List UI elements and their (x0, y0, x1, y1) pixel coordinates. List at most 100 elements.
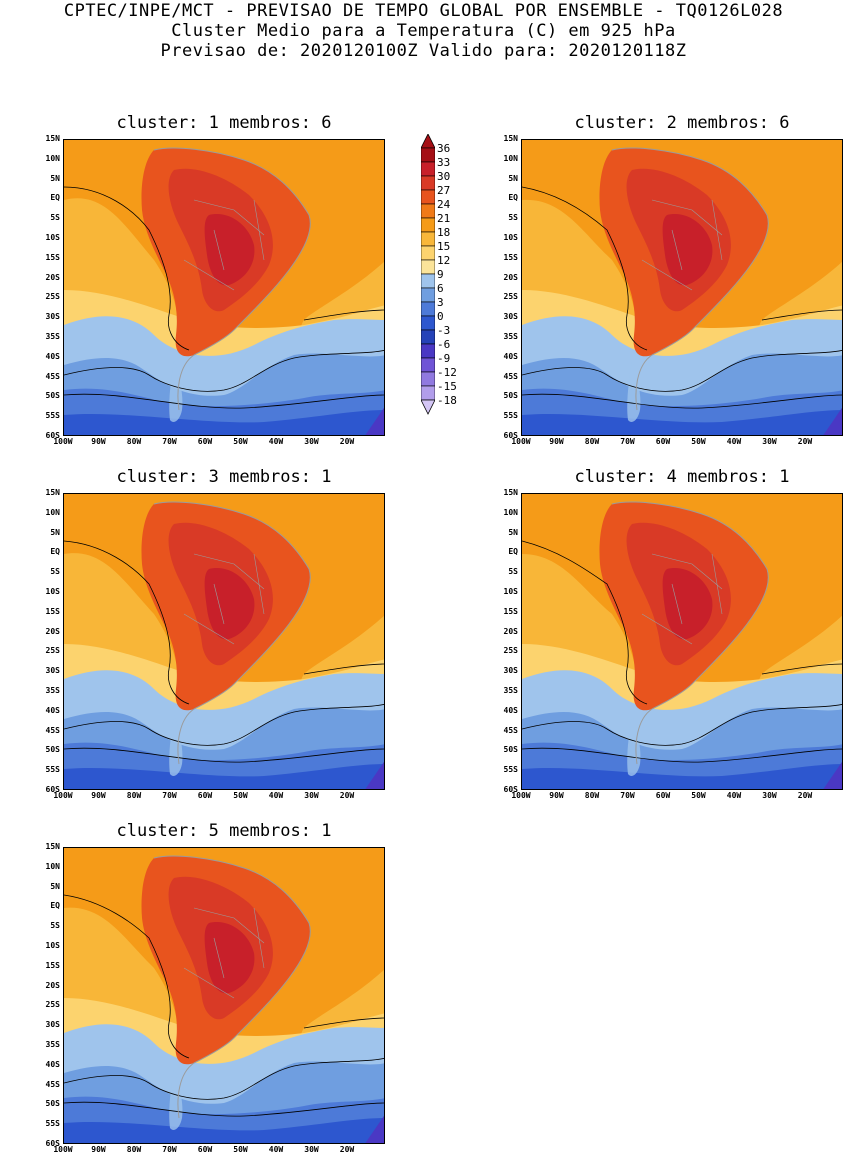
lon-tick-label: 30W (304, 791, 319, 800)
lat-tick-label: 25S (45, 292, 60, 302)
colorbar-tick-label: -6 (437, 338, 451, 351)
colorbar-tick-label: 0 (437, 310, 444, 323)
lat-tick-label: 35S (503, 686, 518, 695)
lat-tick-label: 60S (503, 785, 518, 794)
lon-tick-label: 100W (53, 791, 73, 800)
lon-tick-label: 20W (339, 1145, 355, 1154)
lon-tick-label: 40W (268, 437, 284, 446)
lat-tick-label: 15S (503, 252, 518, 262)
lat-tick-label: 15S (503, 606, 518, 616)
lon-tick-label: 90W (91, 437, 106, 446)
lat-tick-label: 15N (45, 134, 60, 143)
lat-tick-label: 20S (503, 626, 518, 636)
lat-tick-label: 45S (503, 725, 518, 735)
lat-tick-label: 10S (45, 587, 60, 596)
lat-tick-label: 50S (503, 745, 518, 755)
lat-tick-label: 5N (508, 527, 518, 537)
lat-tick-label: 40S (503, 705, 518, 715)
lon-tick-label: 80W (126, 437, 142, 446)
lon-tick-label: 30W (304, 437, 319, 446)
lat-tick-label: 45S (45, 1079, 60, 1089)
lon-tick-label: 90W (549, 791, 564, 800)
lat-tick-label: EQ (50, 901, 60, 911)
lon-tick-label: 20W (339, 791, 355, 800)
lon-tick-label: 50W (691, 791, 706, 800)
colorbar-tick-label: 30 (437, 170, 451, 183)
colorbar: 36 33 30 27 24 21 18 15 12 9 6 3 0 -3 -6 -9 -12 -15 -18 (421, 134, 461, 444)
colorbar-tick-label: 3 (437, 296, 444, 309)
lat-tick-label: 35S (45, 332, 60, 341)
lat-tick-label: 15S (45, 252, 60, 262)
lat-tick-label: 5N (508, 173, 518, 183)
colorbar-tick-label: -3 (437, 324, 451, 337)
lat-tick-label: 40S (503, 351, 518, 361)
lat-tick-label: 45S (503, 371, 518, 381)
lat-tick-label: 30S (45, 666, 60, 676)
lat-tick-label: 10N (45, 153, 60, 163)
lon-tick-label: 40W (268, 791, 284, 800)
lon-tick-label: 70W (620, 437, 635, 446)
lat-tick-label: EQ (508, 547, 518, 557)
lat-tick-label: 50S (45, 391, 60, 401)
lat-tick-label: 25S (45, 646, 60, 656)
colorbar-tick-label: -9 (437, 352, 451, 365)
lon-tick-label: 60W (655, 791, 671, 800)
lat-tick-label: 5S (50, 567, 60, 577)
lat-tick-label: 40S (45, 1059, 60, 1069)
lat-tick-label: 15N (503, 488, 518, 497)
lon-tick-label: 60W (197, 437, 213, 446)
lon-tick-label: 20W (339, 437, 355, 446)
lon-tick-label: 50W (233, 1145, 248, 1154)
lat-tick-label: 25S (503, 646, 518, 656)
lat-tick-label: EQ (50, 547, 60, 557)
lon-tick-label: 60W (197, 1145, 213, 1154)
lat-tick-label: 55S (45, 765, 60, 775)
lat-tick-label: EQ (508, 193, 518, 203)
lon-tick-label: 100W (511, 791, 531, 800)
lat-tick-label: 20S (45, 980, 60, 990)
lat-tick-label: 35S (503, 332, 518, 341)
lat-tick-label: 25S (503, 292, 518, 302)
lat-tick-label: 35S (45, 686, 60, 695)
colorbar-tick-label: 27 (437, 184, 451, 197)
lat-tick-label: 55S (45, 1119, 60, 1129)
lat-tick-label: 15N (503, 134, 518, 143)
header-line-2: Cluster Medio para a Temperatura (C) em … (171, 21, 676, 41)
lat-tick-label: 10S (45, 941, 60, 950)
lat-tick-label: 15N (45, 842, 60, 851)
lat-tick-label: EQ (50, 193, 60, 203)
lat-tick-label: 30S (45, 1020, 60, 1030)
lat-tick-label: 20S (45, 626, 60, 636)
lon-tick-label: 30W (762, 437, 777, 446)
lat-tick-label: 35S (45, 1040, 60, 1049)
lon-tick-label: 100W (53, 1145, 73, 1154)
lat-tick-label: 10S (503, 587, 518, 596)
lon-tick-label: 70W (620, 791, 635, 800)
lat-tick-label: 10S (45, 233, 60, 242)
lon-tick-label: 50W (691, 437, 706, 446)
lat-tick-label: 10S (503, 233, 518, 242)
panel-title-3: cluster: 3 membros: 1 (116, 467, 332, 487)
lat-tick-label: 55S (503, 765, 518, 775)
lat-tick-label: 25S (45, 1000, 60, 1010)
lat-tick-label: 5S (50, 213, 60, 223)
colorbar-tick-label: 36 (437, 142, 451, 155)
lon-tick-label: 90W (91, 791, 106, 800)
map-panel-2 (521, 139, 843, 436)
lat-tick-label: 40S (45, 351, 60, 361)
lon-tick-label: 80W (584, 791, 600, 800)
lat-tick-label: 5S (508, 567, 518, 577)
lat-tick-label: 5N (50, 527, 60, 537)
lat-tick-label: 45S (45, 371, 60, 381)
colorbar-tick-label: 15 (437, 240, 451, 253)
lon-tick-label: 70W (162, 437, 177, 446)
colorbar-tick-label: 9 (437, 268, 444, 281)
lon-tick-label: 40W (268, 1145, 284, 1154)
lat-tick-label: 20S (45, 272, 60, 282)
colorbar-tick-label: 6 (437, 282, 444, 295)
lon-tick-label: 50W (233, 437, 248, 446)
lat-tick-label: 50S (503, 391, 518, 401)
colorbar-tick-label: 24 (437, 198, 451, 211)
lat-tick-label: 60S (45, 785, 60, 794)
header-line-1: CPTEC/INPE/MCT - PREVISAO DE TEMPO GLOBA… (63, 1, 784, 21)
